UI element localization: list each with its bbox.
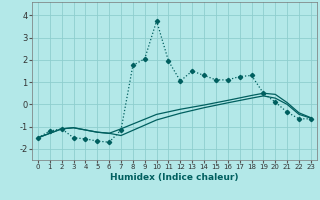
X-axis label: Humidex (Indice chaleur): Humidex (Indice chaleur)	[110, 173, 239, 182]
